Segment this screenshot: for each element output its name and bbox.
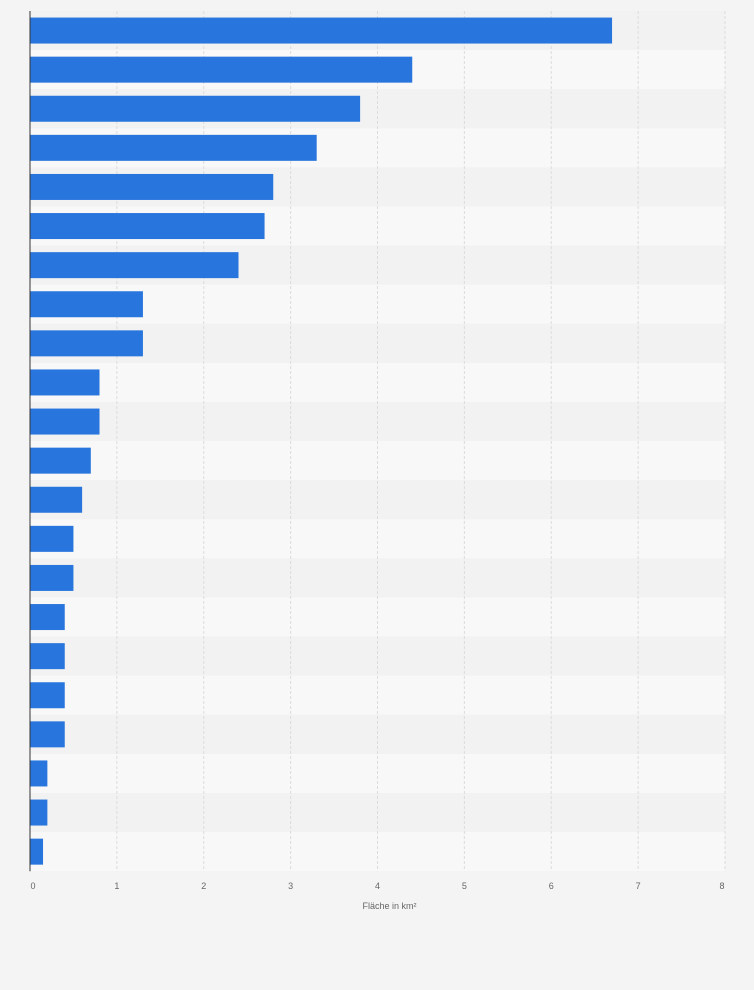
- x-tick-label: 6: [549, 881, 554, 891]
- bar: [30, 486, 83, 513]
- bar: [30, 56, 413, 83]
- bar: [30, 564, 74, 591]
- bar: [30, 760, 48, 787]
- bar: [30, 408, 100, 435]
- x-tick-label: 5: [462, 881, 467, 891]
- bar: [30, 252, 239, 279]
- bar: [30, 604, 65, 631]
- bars: [30, 17, 613, 865]
- bar: [30, 330, 143, 357]
- x-tick-label: 7: [636, 881, 641, 891]
- bar: [30, 682, 65, 709]
- x-tick-labels: 0 1 2 3 4 5 6 7 8: [30, 881, 724, 891]
- gridlines: [116, 11, 726, 872]
- bar: [30, 17, 613, 44]
- bar: [30, 799, 48, 826]
- x-tick-label: 0: [30, 881, 35, 891]
- bar: [30, 291, 143, 318]
- bar: [30, 721, 65, 748]
- x-tick-label: 4: [375, 881, 380, 891]
- x-axis-title: Fläche in km²: [362, 901, 416, 911]
- x-tick-label: 1: [114, 881, 119, 891]
- x-tick-label: 2: [201, 881, 206, 891]
- bar: [30, 525, 74, 552]
- bar: [30, 173, 274, 200]
- bar: [30, 134, 317, 161]
- bar: [30, 95, 361, 122]
- bar: [30, 838, 44, 865]
- bar: [30, 643, 65, 670]
- bar: [30, 213, 265, 240]
- bar: [30, 369, 100, 396]
- x-tick-label: 3: [288, 881, 293, 891]
- x-tick-label: 8: [719, 881, 724, 891]
- bar: [30, 447, 91, 474]
